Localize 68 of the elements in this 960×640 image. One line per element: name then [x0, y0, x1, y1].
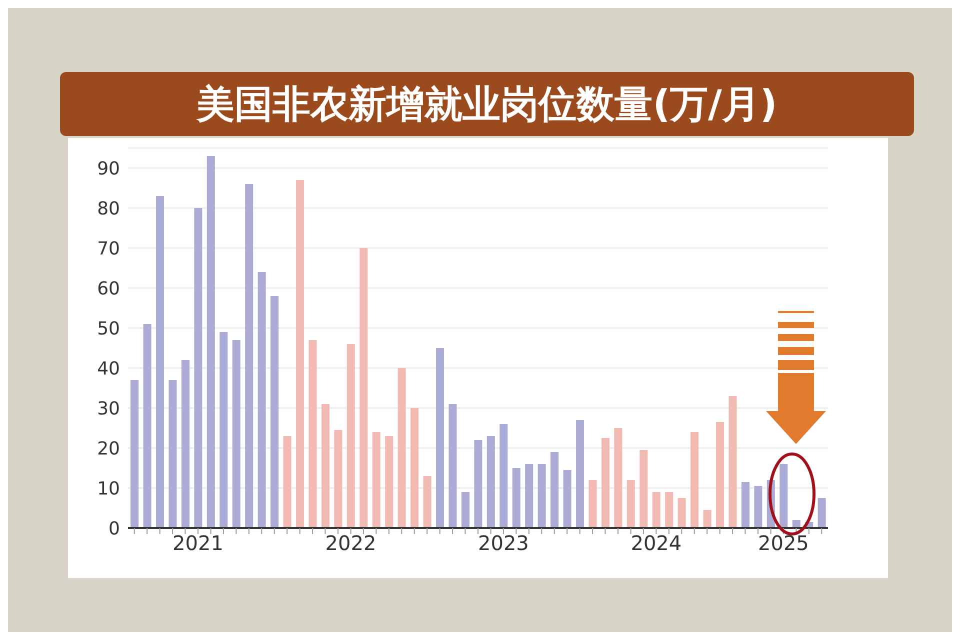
bar	[398, 368, 406, 528]
bar	[156, 196, 164, 528]
bar	[703, 510, 712, 528]
bar	[512, 468, 520, 528]
bar	[258, 272, 266, 528]
bar	[754, 486, 762, 528]
bar	[818, 498, 826, 528]
bar	[423, 476, 432, 528]
bar	[410, 408, 419, 528]
x-tick-label: 2022	[325, 531, 376, 556]
bar	[130, 380, 139, 528]
bar	[665, 492, 674, 528]
y-tick-label: 40	[97, 358, 120, 380]
bar	[780, 464, 788, 528]
bar	[283, 436, 292, 528]
bar	[346, 344, 355, 528]
bar	[486, 436, 495, 528]
bar	[652, 492, 660, 528]
bar	[168, 380, 177, 528]
bar	[690, 432, 699, 528]
bar	[461, 492, 470, 528]
bar	[360, 248, 368, 528]
bar	[206, 156, 215, 528]
bar	[385, 436, 394, 528]
bar	[601, 438, 610, 528]
chart-title: 美国非农新增就业岗位数量(万/月)	[60, 72, 914, 136]
bar	[194, 208, 202, 528]
bar	[716, 422, 724, 528]
bar	[640, 450, 648, 528]
bar	[500, 424, 508, 528]
y-tick-label: 0	[108, 518, 120, 540]
bar	[448, 404, 457, 528]
y-tick-label: 30	[97, 398, 120, 420]
y-tick-label: 70	[97, 238, 120, 260]
x-tick-label: 2024	[630, 531, 682, 556]
bar	[372, 432, 380, 528]
bar	[270, 296, 279, 528]
y-tick-label: 50	[97, 318, 120, 340]
bar	[143, 324, 152, 528]
bar	[614, 428, 622, 528]
bar	[588, 480, 597, 528]
bar	[245, 184, 254, 528]
bar	[728, 396, 737, 528]
bar	[474, 440, 482, 528]
bar	[525, 464, 534, 528]
y-tick-label: 10	[97, 478, 120, 500]
y-tick-label: 60	[97, 278, 120, 300]
bar	[334, 430, 342, 528]
y-tick-label: 20	[97, 438, 120, 460]
bar	[436, 348, 444, 528]
bar	[220, 332, 228, 528]
bar	[321, 404, 330, 528]
bar	[538, 464, 546, 528]
bar	[563, 470, 572, 528]
bar	[296, 180, 304, 528]
bar	[181, 360, 190, 528]
bar	[232, 340, 240, 528]
x-tick-label: 2023	[478, 531, 529, 556]
x-tick-label: 2021	[172, 531, 224, 556]
bar	[576, 420, 584, 528]
bar	[626, 480, 635, 528]
bar	[741, 482, 750, 528]
bar	[550, 452, 559, 528]
x-tick-label: 2025	[758, 531, 809, 556]
y-tick-label: 80	[97, 198, 120, 220]
bar	[678, 498, 686, 528]
y-tick-label: 90	[97, 158, 120, 180]
bar	[308, 340, 317, 528]
